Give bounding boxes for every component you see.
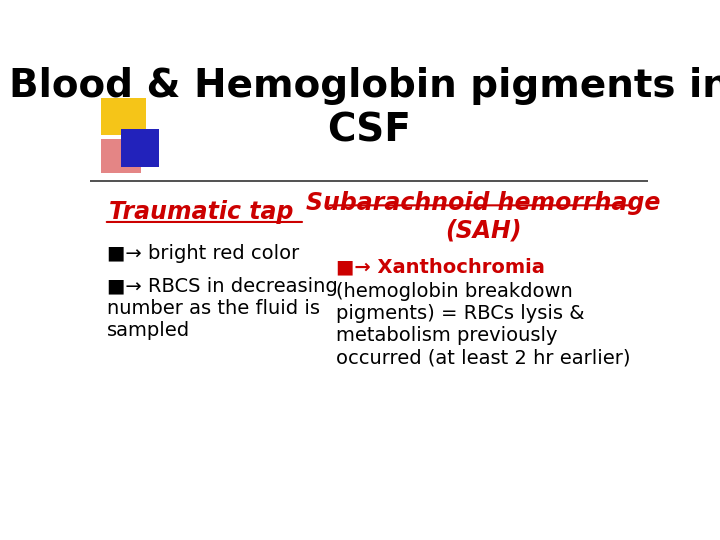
Text: (hemoglobin breakdown
pigments) = RBCs lysis &
metabolism previously
occurred (a: (hemoglobin breakdown pigments) = RBCs l… [336,282,630,367]
Text: Subarachnoid hemorrhage
(SAH): Subarachnoid hemorrhage (SAH) [306,191,660,242]
Text: Traumatic tap: Traumatic tap [109,200,294,225]
Text: Blood & Hemoglobin pigments in
CSF: Blood & Hemoglobin pigments in CSF [9,68,720,150]
Bar [121,129,158,167]
Bar [101,139,141,173]
Text: ■→ Xanthochromia: ■→ Xanthochromia [336,257,544,276]
Text: ■→ RBCS in decreasing
number as the fluid is
sampled: ■→ RBCS in decreasing number as the flui… [107,276,338,340]
Text: ■→ bright red color: ■→ bright red color [107,245,299,264]
Bar [101,98,145,136]
